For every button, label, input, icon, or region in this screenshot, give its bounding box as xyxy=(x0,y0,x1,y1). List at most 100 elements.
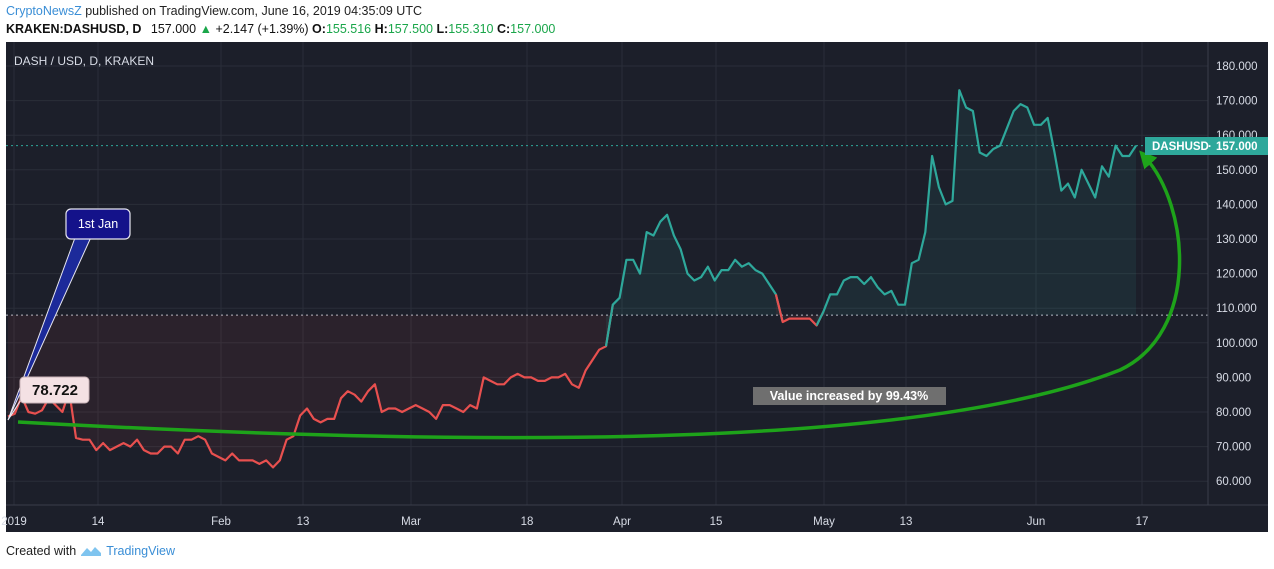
data-point xyxy=(727,269,729,271)
x-tick-label: 2019 xyxy=(1,516,27,528)
data-point xyxy=(96,449,98,451)
data-point xyxy=(816,325,818,327)
data-point xyxy=(1108,176,1110,178)
x-tick-label: 14 xyxy=(92,516,105,528)
data-point xyxy=(897,304,899,306)
data-point xyxy=(571,384,573,386)
footer: Created with TradingView xyxy=(6,544,175,558)
data-point xyxy=(449,404,451,406)
data-point xyxy=(544,380,546,382)
footer-brand[interactable]: TradingView xyxy=(106,544,175,558)
data-point xyxy=(265,460,267,462)
data-point xyxy=(857,276,859,278)
data-point xyxy=(680,249,682,251)
data-point xyxy=(55,404,57,406)
y-tick-label: 80.000 xyxy=(1216,407,1251,419)
data-point xyxy=(225,460,227,462)
data-point xyxy=(836,294,838,296)
data-point xyxy=(259,463,261,465)
data-point xyxy=(646,231,648,233)
high-value: 157.500 xyxy=(387,22,433,36)
data-point xyxy=(1088,183,1090,185)
x-tick-label: Mar xyxy=(401,516,421,528)
data-point xyxy=(775,294,777,296)
data-point xyxy=(75,437,77,439)
data-point xyxy=(1067,183,1069,185)
publish-info: published on TradingView.com, June 16, 2… xyxy=(81,4,422,18)
symbol-label: KRAKEN:DASHUSD, D xyxy=(6,22,142,36)
data-point xyxy=(653,235,655,237)
increase-note: Value increased by 99.43% xyxy=(753,387,946,405)
x-tick-label: Jun xyxy=(1027,516,1046,528)
data-point xyxy=(327,418,329,420)
data-point xyxy=(959,89,961,91)
price-tag-separator: · xyxy=(1208,141,1212,153)
data-point xyxy=(279,460,281,462)
up-arrow-icon: ▲ xyxy=(199,22,212,36)
data-point xyxy=(143,449,145,451)
data-point xyxy=(218,456,220,458)
data-point xyxy=(211,453,213,455)
price-change: +2.147 (+1.39%) xyxy=(215,22,309,36)
data-point xyxy=(116,446,118,448)
data-point xyxy=(123,442,125,444)
last-price: 157.000 xyxy=(150,22,197,36)
data-point xyxy=(401,411,403,413)
high-label: H: xyxy=(374,22,388,36)
data-point xyxy=(768,283,770,285)
data-point xyxy=(524,377,526,379)
data-point xyxy=(789,318,791,320)
price-tag-bg xyxy=(1145,137,1268,155)
y-tick-label: 90.000 xyxy=(1216,372,1251,384)
data-point xyxy=(564,373,566,375)
data-point xyxy=(197,435,199,437)
data-point xyxy=(660,221,662,223)
data-point xyxy=(925,231,927,233)
data-point xyxy=(687,273,689,275)
low-value: 155.310 xyxy=(448,22,494,36)
data-point xyxy=(320,422,322,424)
data-point xyxy=(748,262,750,264)
price-axis: 180.000170.000160.000150.000140.000130.0… xyxy=(1216,61,1258,488)
data-point xyxy=(469,404,471,406)
data-point xyxy=(381,411,383,413)
open-value: 155.516 xyxy=(325,22,372,36)
data-point xyxy=(632,259,634,261)
y-tick-label: 110.000 xyxy=(1216,303,1257,315)
data-point xyxy=(367,390,369,392)
data-point xyxy=(884,294,886,296)
y-tick-label: 150.000 xyxy=(1216,165,1258,177)
data-point xyxy=(721,269,723,271)
data-point xyxy=(1054,152,1056,154)
data-point xyxy=(592,359,594,361)
data-point xyxy=(945,204,947,206)
data-point xyxy=(429,411,431,413)
data-point xyxy=(374,384,376,386)
increase-note-bg xyxy=(753,387,946,405)
start-value-label: 78.722 xyxy=(7,376,90,421)
data-point xyxy=(313,418,315,420)
price-chart[interactable]: 180.000170.000160.000150.000140.000130.0… xyxy=(0,42,1274,534)
data-point xyxy=(496,384,498,386)
data-point xyxy=(707,266,709,268)
data-point xyxy=(938,186,940,188)
price-label-tag: DASHUSD · 157.000 xyxy=(1145,137,1268,155)
data-point xyxy=(286,439,288,441)
data-point xyxy=(415,404,417,406)
chart-title: DASH / USD, D, KRAKEN xyxy=(14,54,154,68)
trend-arrow xyxy=(17,150,1182,440)
data-point xyxy=(28,411,30,413)
publisher-link[interactable]: CryptoNewsZ xyxy=(6,4,82,18)
data-point xyxy=(972,110,974,112)
data-point xyxy=(422,408,424,410)
data-point xyxy=(877,287,879,289)
data-point xyxy=(802,318,804,320)
data-point xyxy=(245,460,247,462)
close-value: 157.000 xyxy=(510,22,556,36)
data-point xyxy=(408,408,410,410)
y-tick-label: 180.000 xyxy=(1216,61,1258,73)
data-point xyxy=(850,276,852,278)
data-point xyxy=(979,152,981,154)
data-point xyxy=(354,394,356,396)
data-point xyxy=(1101,166,1103,168)
